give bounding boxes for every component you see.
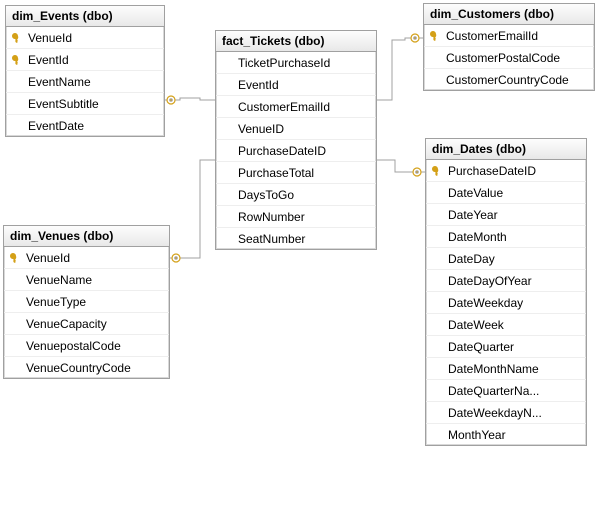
table-title: dim_Dates (dbo) — [426, 139, 586, 160]
column-row[interactable]: EventName — [6, 71, 164, 93]
relationship-line — [375, 160, 425, 172]
column-label: PurchaseDateID — [448, 164, 582, 178]
column-label: VenueId — [26, 251, 165, 265]
column-label: CustomerCountryCode — [446, 73, 590, 87]
column-label: RowNumber — [238, 210, 372, 224]
column-row[interactable]: DaysToGo — [216, 184, 376, 206]
column-row[interactable]: VenueType — [4, 291, 169, 313]
column-row[interactable]: VenueId — [6, 27, 164, 49]
table-fact_tickets[interactable]: fact_Tickets (dbo) TicketPurchaseId EventI… — [215, 30, 377, 250]
column-label: EventDate — [28, 119, 160, 133]
column-label: DateWeekday — [448, 296, 582, 310]
primary-key-icon — [8, 253, 22, 263]
column-label: CustomerEmailId — [238, 100, 372, 114]
column-row[interactable]: DateValue — [426, 182, 586, 204]
column-row[interactable]: CustomerEmailId — [216, 96, 376, 118]
column-label: EventSubtitle — [28, 97, 160, 111]
column-row[interactable]: DateMonthName — [426, 358, 586, 380]
column-label: CustomerEmailId — [446, 29, 590, 43]
column-row[interactable]: EventId — [216, 74, 376, 96]
table-dim_dates[interactable]: dim_Dates (dbo) PurchaseDateID DateValue Da… — [425, 138, 587, 446]
column-row[interactable]: VenueCountryCode — [4, 357, 169, 378]
relationship-line — [375, 38, 423, 100]
column-label: VenueType — [26, 295, 165, 309]
column-row[interactable]: EventId — [6, 49, 164, 71]
column-label: EventId — [28, 53, 160, 67]
column-row[interactable]: CustomerEmailId — [424, 25, 594, 47]
column-row[interactable]: VenueId — [4, 247, 169, 269]
column-label: VenueID — [238, 122, 372, 136]
column-row[interactable]: SeatNumber — [216, 228, 376, 249]
column-label: DateQuarter — [448, 340, 582, 354]
column-row[interactable]: EventDate — [6, 115, 164, 136]
relationship-line — [168, 160, 215, 258]
column-row[interactable]: PurchaseDateID — [426, 160, 586, 182]
column-row[interactable]: DateWeek — [426, 314, 586, 336]
column-label: DateDay — [448, 252, 582, 266]
column-row[interactable]: DateDay — [426, 248, 586, 270]
column-label: EventName — [28, 75, 160, 89]
column-label: VenuepostalCode — [26, 339, 165, 353]
column-label: DateQuarterNa... — [448, 384, 582, 398]
column-row[interactable]: MonthYear — [426, 424, 586, 445]
table-dim_venues[interactable]: dim_Venues (dbo) VenueId VenueName VenueTyp… — [3, 225, 170, 379]
column-row[interactable]: VenueID — [216, 118, 376, 140]
column-row[interactable]: PurchaseDateID — [216, 140, 376, 162]
column-label: DateWeekdayN... — [448, 406, 582, 420]
column-label: PurchaseTotal — [238, 166, 372, 180]
column-label: MonthYear — [448, 428, 582, 442]
column-row[interactable]: VenuepostalCode — [4, 335, 169, 357]
column-row[interactable]: TicketPurchaseId — [216, 52, 376, 74]
column-label: PurchaseDateID — [238, 144, 372, 158]
column-row[interactable]: DateQuarter — [426, 336, 586, 358]
column-label: EventId — [238, 78, 372, 92]
column-label: DaysToGo — [238, 188, 372, 202]
column-row[interactable]: DateMonth — [426, 226, 586, 248]
column-row[interactable]: EventSubtitle — [6, 93, 164, 115]
table-title: dim_Events (dbo) — [6, 6, 164, 27]
column-row[interactable]: DateDayOfYear — [426, 270, 586, 292]
column-row[interactable]: PurchaseTotal — [216, 162, 376, 184]
column-label: VenueCapacity — [26, 317, 165, 331]
column-row[interactable]: CustomerPostalCode — [424, 47, 594, 69]
table-title: dim_Venues (dbo) — [4, 226, 169, 247]
table-dim_events[interactable]: dim_Events (dbo) VenueId EventId EventName E… — [5, 5, 165, 137]
column-label: VenueName — [26, 273, 165, 287]
column-row[interactable]: RowNumber — [216, 206, 376, 228]
primary-key-icon — [10, 33, 24, 43]
column-label: SeatNumber — [238, 232, 372, 246]
primary-key-icon — [428, 31, 442, 41]
column-label: DateDayOfYear — [448, 274, 582, 288]
column-label: CustomerPostalCode — [446, 51, 590, 65]
relationship-line — [163, 98, 215, 100]
column-label: VenueCountryCode — [26, 361, 165, 375]
table-title: dim_Customers (dbo) — [424, 4, 594, 25]
table-title: fact_Tickets (dbo) — [216, 31, 376, 52]
column-row[interactable]: DateWeekday — [426, 292, 586, 314]
primary-key-icon — [10, 55, 24, 65]
column-label: DateWeek — [448, 318, 582, 332]
column-row[interactable]: VenueName — [4, 269, 169, 291]
column-label: DateYear — [448, 208, 582, 222]
column-row[interactable]: CustomerCountryCode — [424, 69, 594, 90]
column-label: DateMonth — [448, 230, 582, 244]
column-row[interactable]: DateWeekdayN... — [426, 402, 586, 424]
column-row[interactable]: DateYear — [426, 204, 586, 226]
column-label: DateValue — [448, 186, 582, 200]
column-row[interactable]: DateQuarterNa... — [426, 380, 586, 402]
primary-key-icon — [430, 166, 444, 176]
column-label: TicketPurchaseId — [238, 56, 372, 70]
column-row[interactable]: VenueCapacity — [4, 313, 169, 335]
column-label: DateMonthName — [448, 362, 582, 376]
column-label: VenueId — [28, 31, 160, 45]
table-dim_customers[interactable]: dim_Customers (dbo) CustomerEmailId Custom… — [423, 3, 595, 91]
